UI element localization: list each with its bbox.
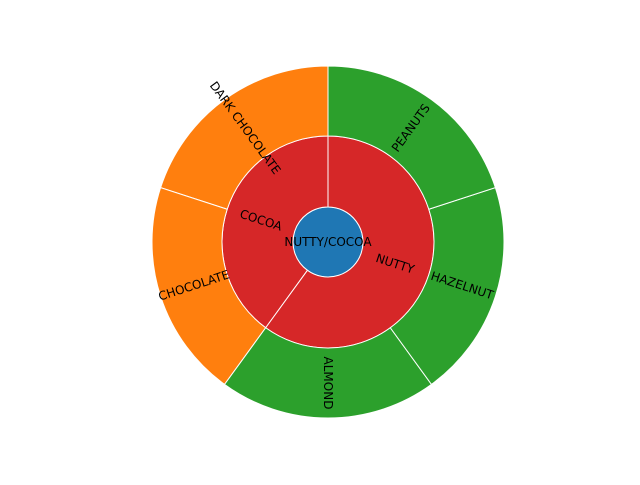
outer-wedge-peanuts (327, 65, 497, 210)
center-label: NUTTY/COCOA (284, 235, 372, 249)
outer-label-almond: ALMOND (321, 357, 335, 410)
outer-wedge-hazelnut (389, 186, 505, 386)
outer-wedge-dark-chocolate (159, 65, 329, 210)
wedge-layer (151, 65, 505, 419)
outer-wedge-almond (223, 327, 433, 419)
outer-wedge-chocolate (151, 186, 267, 386)
